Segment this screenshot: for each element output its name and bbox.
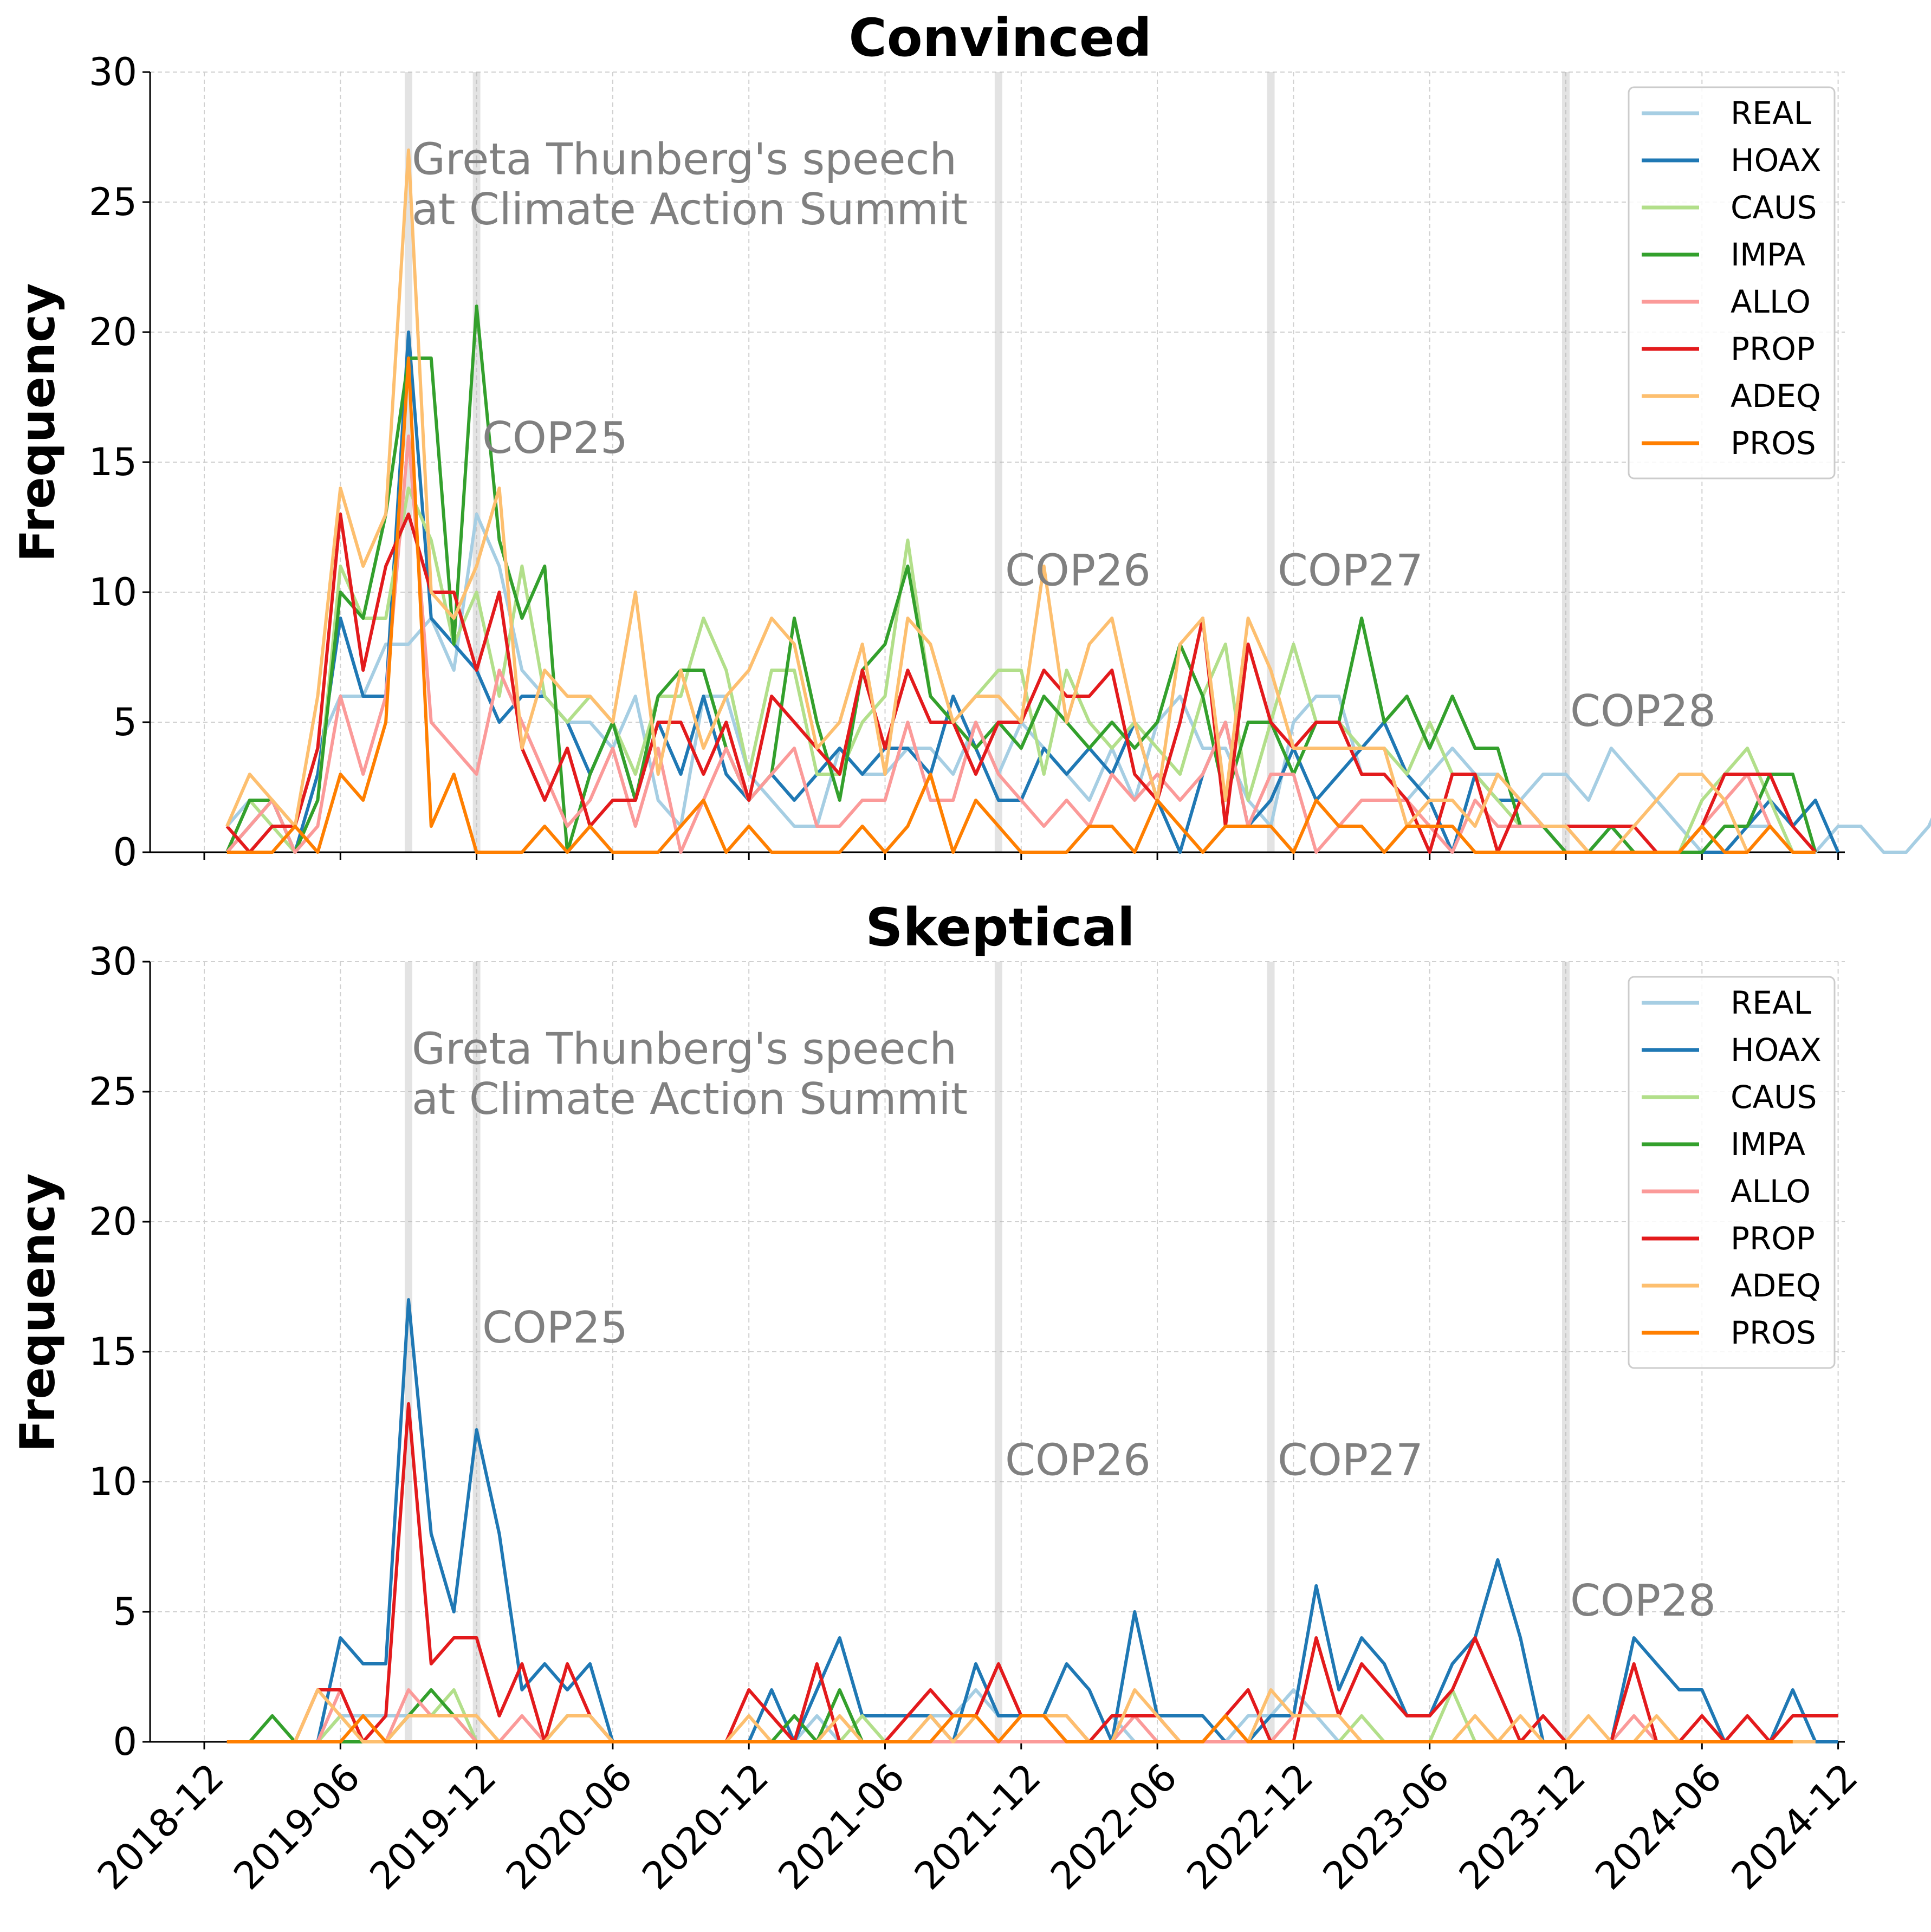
x-tick-label: 2019-06 (225, 1755, 369, 1898)
legend-label: IMPA (1731, 236, 1805, 273)
chart-title: Convinced (848, 8, 1151, 68)
event-annotation: Greta Thunberg's speech (412, 134, 957, 185)
legend-label: ADEQ (1731, 1267, 1821, 1304)
event-annotation: Greta Thunberg's speech (412, 1024, 957, 1074)
legend-label: CAUS (1731, 189, 1817, 226)
legend-label: IMPA (1731, 1126, 1805, 1163)
y-tick-label: 25 (89, 1069, 137, 1114)
event-annotation: COP26 (1005, 1435, 1151, 1486)
x-tick-label: 2024-06 (1587, 1755, 1731, 1898)
series-line-adeq (225, 148, 1749, 854)
event-annotation: COP26 (1005, 546, 1151, 596)
x-tick-label: 2021-12 (906, 1755, 1049, 1898)
series-line-pros (226, 1714, 1793, 1743)
event-annotation: COP27 (1278, 546, 1423, 596)
skeptical-panel: Skeptical Frequency 0510152025302018-122… (10, 897, 1867, 1898)
series-line-pros (226, 356, 1816, 854)
y-axis-label: Frequency (10, 283, 66, 562)
legend-label: HOAX (1731, 142, 1822, 179)
legend-label: REAL (1731, 984, 1811, 1021)
series-line-hoax (226, 1298, 1838, 1743)
y-tick-label: 30 (89, 50, 137, 94)
y-tick-label: 5 (113, 700, 137, 744)
x-tick-label: 2024-12 (1723, 1755, 1867, 1898)
event-annotation: COP25 (482, 413, 628, 463)
y-axis-label: Frequency (10, 1173, 66, 1452)
event-annotation: COP28 (1570, 1576, 1716, 1626)
x-tick-label: 2023-06 (1314, 1755, 1458, 1898)
legend-label: ALLO (1731, 283, 1811, 320)
legend (1628, 976, 1836, 1369)
convinced-panel: Convinced Frequency 0 5 10 15 20 25 30 Greta Th… (10, 8, 1931, 874)
y-tick-label: 0 (113, 1720, 137, 1764)
event-annotation: COP27 (1278, 1435, 1423, 1486)
legend-label: ALLO (1731, 1173, 1811, 1210)
y-tick-label: 10 (89, 1460, 137, 1504)
y-tick-label: 15 (89, 440, 137, 484)
legend-label: ADEQ (1731, 378, 1821, 414)
y-tick-label: 10 (89, 570, 137, 614)
event-annotation: COP28 (1570, 686, 1716, 736)
y-tick-label: 30 (89, 939, 137, 984)
x-tick-label: 2020-06 (497, 1755, 641, 1898)
x-tick-label: 2019-12 (361, 1755, 505, 1898)
y-tick-label: 15 (89, 1330, 137, 1374)
legend-label: PROS (1731, 425, 1816, 462)
x-tick-label: 2022-06 (1042, 1755, 1185, 1898)
y-tick-label: 25 (89, 180, 137, 224)
legend (1628, 86, 1836, 479)
y-tick-label: 0 (113, 830, 137, 874)
event-annotation: at Climate Action Summit (412, 1074, 968, 1124)
series-line-allo (225, 435, 1794, 854)
legend-label: PROS (1731, 1314, 1816, 1351)
x-tick-label: 2022-12 (1178, 1755, 1322, 1898)
series-line-impa (225, 304, 1817, 854)
event-annotation: COP25 (482, 1302, 628, 1353)
x-tick-label: 2018-12 (89, 1755, 232, 1898)
y-tick-label: 20 (89, 310, 137, 354)
legend-label: PROP (1731, 330, 1815, 367)
chart-title: Skeptical (865, 897, 1135, 958)
legend-label: CAUS (1731, 1079, 1817, 1116)
x-tick-label: 2023-12 (1450, 1755, 1594, 1898)
legend-label: REAL (1731, 95, 1811, 132)
y-tick-label: 5 (113, 1590, 137, 1634)
legend-label: HOAX (1731, 1032, 1822, 1068)
x-tick-label: 2020-12 (633, 1755, 777, 1898)
event-annotation: at Climate Action Summit (412, 184, 968, 235)
y-tick-label: 20 (89, 1200, 137, 1244)
x-tick-label: 2021-06 (770, 1755, 913, 1898)
legend-label: PROP (1731, 1220, 1815, 1257)
